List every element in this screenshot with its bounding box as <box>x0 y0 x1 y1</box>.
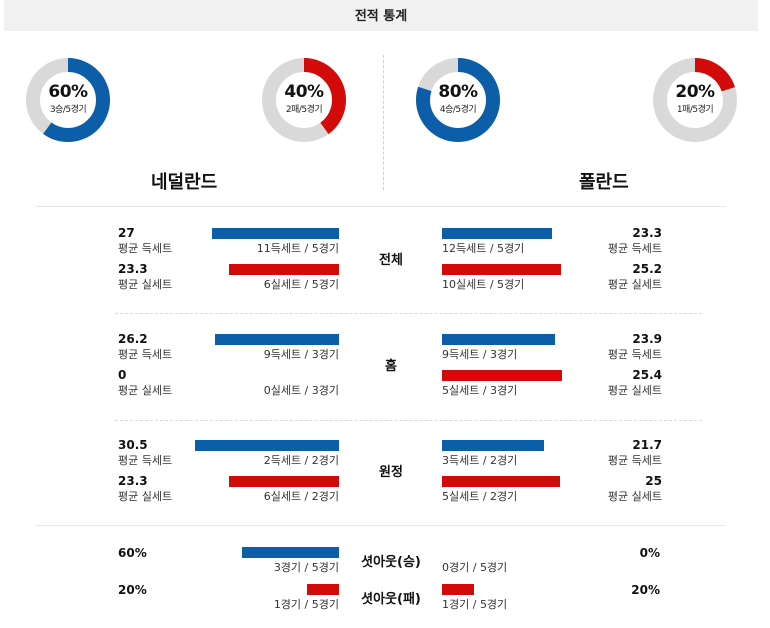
left-shutout-bar <box>242 547 339 558</box>
right-avg-label: 평균 실세트 <box>607 278 662 291</box>
left-shutout-detail: 3경기 / 5경기 <box>273 561 339 574</box>
left-stat-bar <box>212 228 339 239</box>
left-shutout-value: 20% <box>118 583 147 597</box>
left-detail: 2득세트 / 2경기 <box>263 454 339 467</box>
right-stat-bar <box>442 228 552 239</box>
right-avg-value: 25 <box>645 474 662 488</box>
left-avg-value: 27 <box>118 226 135 240</box>
right-avg-value: 23.3 <box>632 226 662 240</box>
left-stat-bar <box>229 476 339 487</box>
right-stat-bar <box>442 440 544 451</box>
left-detail: 6실세트 / 2경기 <box>263 490 339 503</box>
right-avg-value: 25.4 <box>632 368 662 382</box>
right-avg-label: 평균 실세트 <box>607 384 662 397</box>
left-win-donut: 60% 3승/5경기 <box>25 57 111 143</box>
left-stat-bar <box>229 264 339 275</box>
right-shutout-bar <box>442 584 474 595</box>
left-stat-bar <box>215 334 339 345</box>
right-avg-value: 21.7 <box>632 438 662 452</box>
shutout-label: 셧아웃(패) <box>361 592 421 607</box>
section-divider <box>115 313 702 314</box>
right-stat-bar <box>442 370 562 381</box>
right-avg-value: 25.2 <box>632 262 662 276</box>
win-rate-ring <box>416 58 500 142</box>
section-divider <box>115 420 702 421</box>
left-loss-donut: 40% 2패/5경기 <box>261 57 347 143</box>
right-avg-label: 평균 득세트 <box>607 348 662 361</box>
loss-rate-percent: 40% <box>284 82 324 102</box>
left-avg-value: 30.5 <box>118 438 148 452</box>
right-shutout-value: 0% <box>639 546 660 560</box>
left-avg-label: 평균 득세트 <box>118 242 173 255</box>
right-stat-bar <box>442 334 555 345</box>
win-rate-detail: 4승/5경기 <box>439 105 477 115</box>
right-detail: 5실세트 / 3경기 <box>442 384 518 397</box>
right-shutout-value: 20% <box>631 583 660 597</box>
right-detail: 10실세트 / 5경기 <box>442 278 525 291</box>
loss-rate-ring <box>262 58 346 142</box>
right-detail: 9득세트 / 3경기 <box>442 348 518 361</box>
section-divider <box>36 206 726 207</box>
left-detail: 0실세트 / 3경기 <box>263 384 339 397</box>
right-avg-label: 평균 득세트 <box>607 242 662 255</box>
left-avg-label: 평균 실세트 <box>118 490 173 503</box>
right-shutout-detail: 1경기 / 5경기 <box>442 598 508 611</box>
win-rate-percent: 60% <box>48 82 88 102</box>
left-avg-value: 26.2 <box>118 332 148 346</box>
loss-rate-percent: 20% <box>675 82 715 102</box>
section-label: 홈 <box>385 359 397 374</box>
right-avg-label: 평균 실세트 <box>607 490 662 503</box>
left-shutout-detail: 1경기 / 5경기 <box>273 598 339 611</box>
right-team-name: 폴란드 <box>579 172 629 193</box>
left-avg-label: 평균 실세트 <box>118 384 173 397</box>
left-detail: 9득세트 / 3경기 <box>263 348 339 361</box>
left-shutout-bar <box>307 584 339 595</box>
section-label: 전체 <box>379 253 403 268</box>
loss-rate-ring <box>653 58 737 142</box>
left-avg-value: 23.3 <box>118 474 148 488</box>
left-team-name: 네덜란드 <box>151 172 218 193</box>
right-stat-bar <box>442 476 560 487</box>
ring-fill <box>653 58 737 142</box>
left-shutout-value: 60% <box>118 546 147 560</box>
section-divider <box>36 525 726 526</box>
loss-rate-detail: 2패/5경기 <box>285 105 323 115</box>
left-avg-label: 평균 득세트 <box>118 454 173 467</box>
left-stat-bar <box>195 440 339 451</box>
shutout-label: 셧아웃(승) <box>361 555 421 570</box>
left-detail: 11득세트 / 5경기 <box>256 242 339 255</box>
ring-fill <box>416 58 500 142</box>
ring-fill <box>262 58 346 142</box>
left-avg-label: 평균 득세트 <box>118 348 173 361</box>
ring-fill <box>26 58 110 142</box>
loss-rate-detail: 1패/5경기 <box>676 105 714 115</box>
right-loss-donut: 20% 1패/5경기 <box>652 57 738 143</box>
win-rate-ring <box>26 58 110 142</box>
right-stat-bar <box>442 264 561 275</box>
left-avg-label: 평균 실세트 <box>118 278 173 291</box>
team-divider <box>383 55 384 190</box>
right-avg-label: 평균 득세트 <box>607 454 662 467</box>
win-rate-detail: 3승/5경기 <box>49 105 87 115</box>
right-shutout-detail: 0경기 / 5경기 <box>442 561 508 574</box>
left-avg-value: 0 <box>118 368 127 382</box>
right-detail: 12득세트 / 5경기 <box>442 242 525 255</box>
left-avg-value: 23.3 <box>118 262 148 276</box>
win-rate-percent: 80% <box>438 82 478 102</box>
right-detail: 5실세트 / 2경기 <box>442 490 518 503</box>
left-detail: 6실세트 / 5경기 <box>263 278 339 291</box>
stats-header: 전적 통계 <box>4 0 758 31</box>
section-label: 원정 <box>379 465 403 480</box>
right-detail: 3득세트 / 2경기 <box>442 454 518 467</box>
right-avg-value: 23.9 <box>632 332 662 346</box>
right-win-donut: 80% 4승/5경기 <box>415 57 501 143</box>
